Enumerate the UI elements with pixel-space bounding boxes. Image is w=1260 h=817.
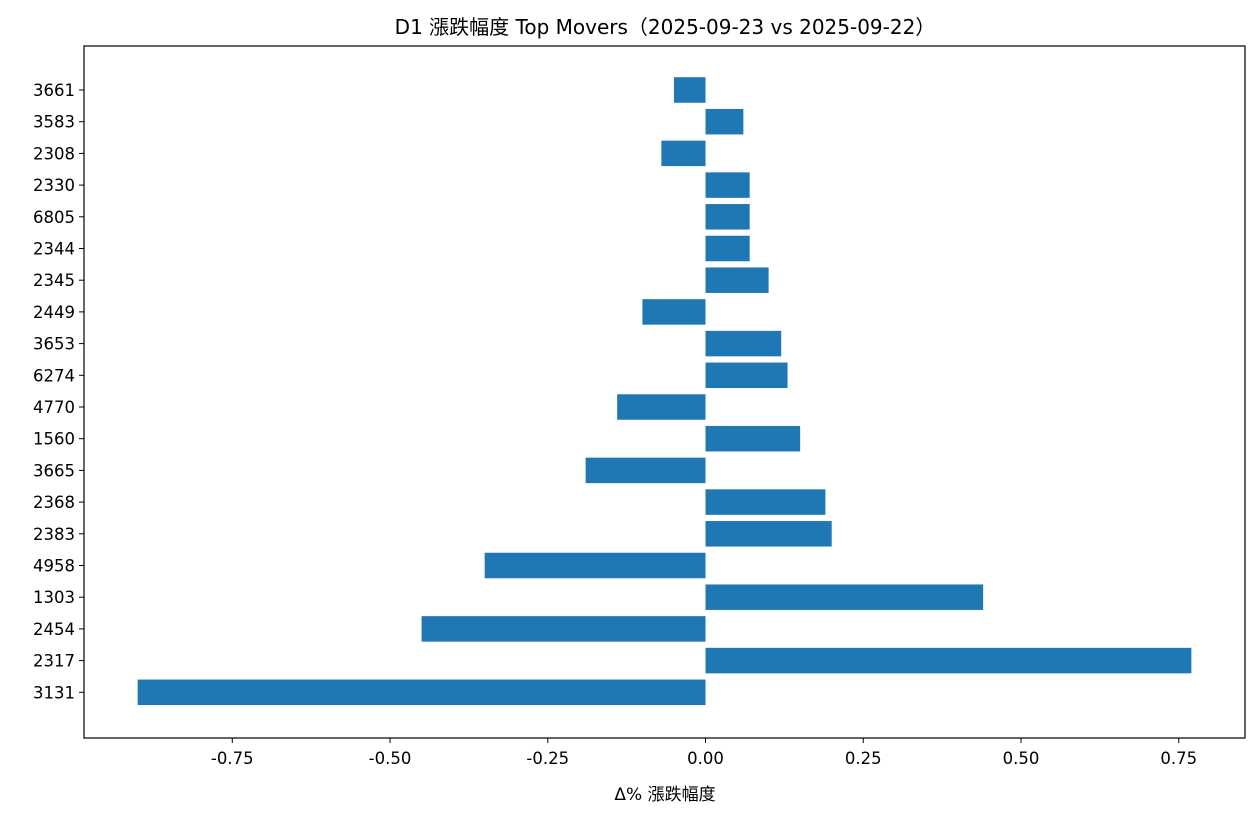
plot-frame	[83, 45, 1246, 739]
y-tick-label: 2308	[33, 144, 75, 163]
bar-2317	[705, 647, 1192, 674]
bar-6805	[705, 204, 750, 230]
bar-2454	[421, 616, 706, 642]
bar-3665	[585, 457, 706, 484]
x-axis-ticks: -0.75 -0.50 -0.25 0.00 0.25 0.50 0.75	[211, 738, 1197, 768]
bar-2308	[661, 140, 706, 167]
y-tick-label: 3653	[33, 335, 75, 354]
x-tick-label: 0.50	[1003, 749, 1040, 768]
y-tick-label: 2449	[33, 303, 75, 322]
y-tick-label: 4770	[33, 398, 75, 417]
y-tick-label: 2368	[33, 493, 75, 512]
y-tick-label: 3131	[33, 683, 75, 702]
bar-3131	[137, 679, 706, 706]
x-tick-label: 0.00	[687, 749, 724, 768]
bar-2345	[705, 267, 769, 293]
y-tick-label: 2317	[33, 652, 75, 671]
y-tick-label: 1303	[33, 588, 75, 607]
x-axis-label: Δ% 漲跌幅度	[614, 785, 715, 805]
x-tick-label: -0.75	[211, 749, 254, 768]
y-axis-ticks: 3661 3583 2308 2330 6805 2344 2345 2449 3653 6274…	[33, 81, 84, 702]
bar-3661	[673, 77, 706, 103]
bar-3653	[705, 330, 782, 357]
x-tick-label: 0.25	[845, 749, 882, 768]
y-tick-label: 3583	[33, 113, 75, 132]
y-tick-label: 6805	[33, 208, 75, 227]
bar-2383	[705, 521, 832, 547]
y-tick-label: 2330	[33, 176, 75, 195]
y-tick-label: 3661	[33, 81, 75, 100]
y-tick-label: 6274	[33, 366, 75, 385]
bar-2449	[642, 299, 706, 325]
y-tick-label: 2345	[33, 271, 75, 290]
x-tick-label: -0.50	[369, 749, 412, 768]
y-tick-label: 4958	[33, 557, 75, 576]
bars-group	[137, 77, 1192, 706]
bar-1560	[705, 425, 801, 452]
y-tick-label: 2454	[33, 620, 75, 639]
bar-6274	[705, 362, 788, 389]
y-tick-label: 2344	[33, 240, 75, 259]
bar-4770	[617, 394, 706, 420]
bar-4958	[484, 552, 706, 579]
bar-2344	[705, 235, 750, 262]
bar-1303	[705, 584, 984, 610]
y-tick-label: 1560	[33, 430, 75, 449]
chart-title: D1 漲跌幅度 Top Movers（2025-09-23 vs 2025-09…	[395, 15, 936, 39]
x-tick-label: 0.75	[1160, 749, 1197, 768]
bar-2368	[705, 489, 826, 515]
bar-3583	[705, 108, 744, 135]
y-tick-label: 2383	[33, 525, 75, 544]
y-tick-label: 3665	[33, 461, 75, 480]
bar-2330	[705, 172, 750, 198]
x-tick-label: -0.25	[526, 749, 569, 768]
